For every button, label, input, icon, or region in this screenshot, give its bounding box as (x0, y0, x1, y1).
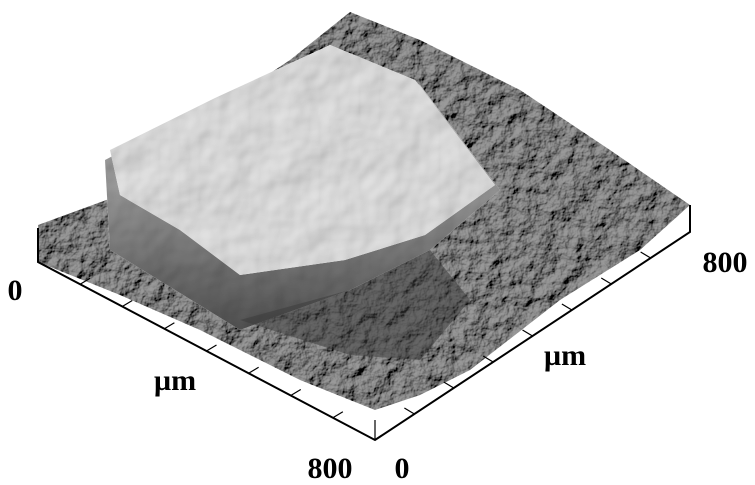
tick-mark (79, 277, 91, 285)
right-end-label: 800 (703, 246, 748, 279)
axes: 0 µm 800 0 µm 800 (8, 205, 748, 485)
tick-mark (206, 344, 217, 352)
left-end-label: 800 (308, 452, 353, 485)
tick-mark (290, 388, 302, 397)
tick-mark (248, 366, 259, 374)
surface (38, 12, 690, 410)
left-start-label: 0 (8, 274, 23, 307)
tick-mark (404, 407, 415, 415)
tick-mark (482, 355, 494, 363)
tick-mark (332, 411, 344, 419)
right-axis-label: µm (544, 339, 586, 372)
tick-mark (164, 322, 175, 330)
left-axis-label: µm (154, 364, 196, 397)
tick-mark (561, 303, 573, 311)
tick-mark (522, 329, 533, 337)
tick-mark (600, 277, 612, 285)
tick-mark (443, 381, 455, 389)
tick-mark (640, 251, 651, 259)
right-start-label: 0 (395, 452, 410, 485)
tick-mark (121, 299, 133, 308)
